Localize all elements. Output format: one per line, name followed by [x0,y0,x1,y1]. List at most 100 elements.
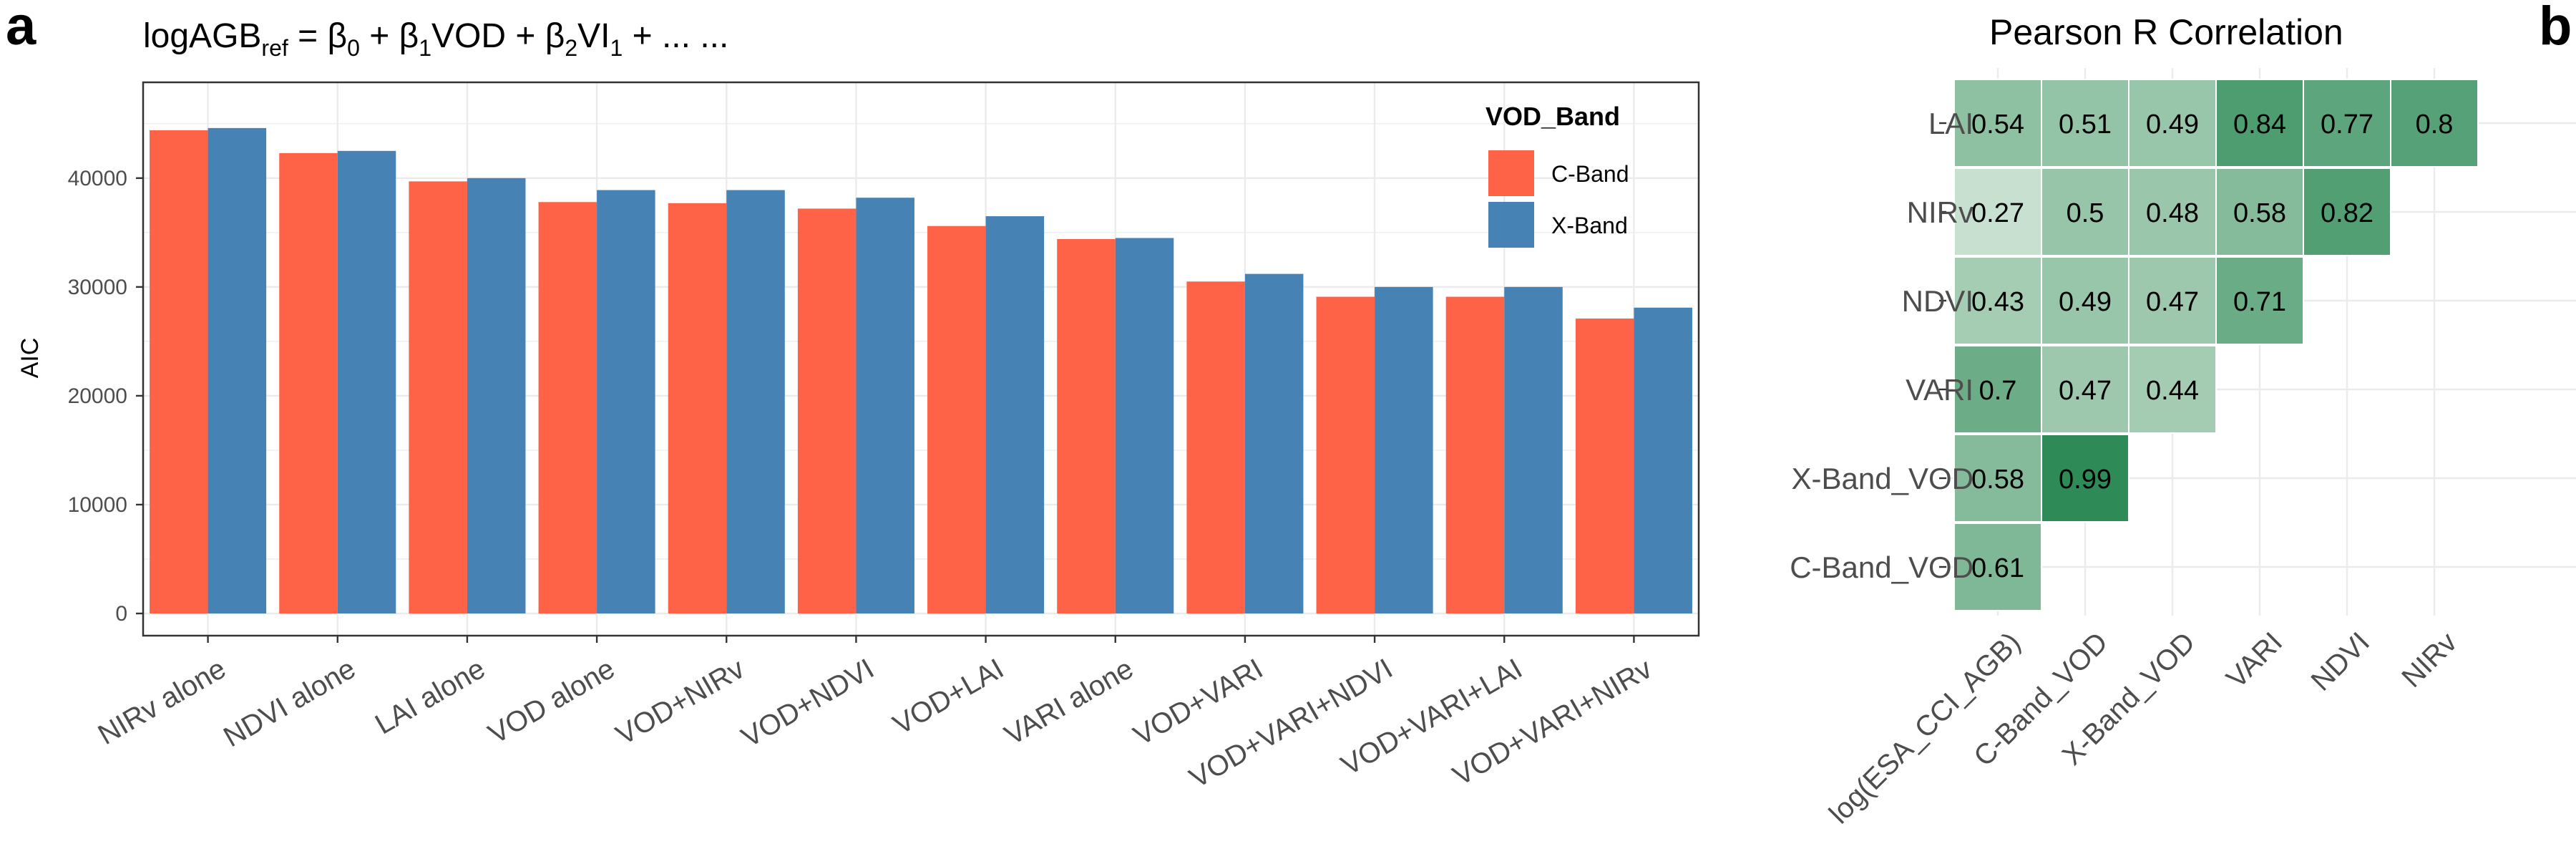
heatmap-cell-nirv-ndvi [2303,168,2391,256]
title-main: logAGB [143,17,261,55]
heatmap-value-label: 0.61 [1971,553,2024,583]
heatmap-y-tick-label: LAI [1928,107,1974,140]
bar-x-band-vari-alone [1115,238,1174,613]
bar-x-band-vod-ndvi [856,198,914,614]
heatmap-cell-nirv-x-band-vod [2128,168,2217,256]
bar-x-band-vod-vari-ndvi [1375,286,1433,613]
bar-x-band-nirv-alone [208,127,267,613]
title-part3: VOD + β [431,17,565,55]
bar-c-band-vod-lai [927,225,986,613]
heatmap-value-label: 0.48 [2146,198,2199,228]
legend-key-c-band [1488,150,1534,196]
bar-x-band-vod-lai [985,216,1045,614]
bar-chart-bars [150,127,1692,614]
heatmap-cell-vari-x-band-vod [2128,345,2217,434]
heatmap-value-label: 0.49 [2059,287,2112,317]
heatmap-cell-nirv-vari [2215,168,2304,256]
bar-c-band-vod-vari-nirv [1575,318,1634,613]
heatmap-value-label: 0.77 [2321,110,2373,140]
heatmap-y-tick-label: NIRv [1907,195,1974,229]
heatmap-value-label: 0.58 [1971,465,2024,495]
y-axis-title: AIC [16,338,44,379]
heatmap-value-label: 0.84 [2233,110,2286,140]
heatmap-value-label: 0.5 [2067,198,2104,228]
y-tick-label: 0 [115,602,127,626]
heatmap-value-label: 0.8 [2416,110,2454,140]
heatmap-cell-lai-x-band-vod [2128,79,2217,168]
heatmap-y-tick-label: X-Band_VOD [1792,462,1974,495]
title-part1: = β [288,17,347,55]
heatmap-value-label: 0.47 [2146,287,2199,317]
x-tick-label: VOD+NDVI [736,653,879,754]
bar-c-band-vod-vari [1186,281,1245,613]
heatmap-cell-nirv-c-band-vod [2041,168,2129,256]
heatmap-value-label: 0.7 [1979,376,2017,406]
title-part4: VI [577,17,610,55]
panel-b-title: Pearson R Correlation [1989,12,2343,52]
y-tick-label: 10000 [68,493,127,517]
heatmap-cell-vari-c-band-vod [2041,345,2129,434]
panel-a-title: logAGBref = β0 + β1VOD + β2VI1 + ... ... [143,17,728,61]
heatmap-value-label: 0.47 [2059,376,2112,406]
bar-x-band-vod-nirv [726,190,785,613]
heatmap-cell-x-band-vod-log-esa-cci-agb [1953,434,2042,523]
heatmap-value-label: 0.43 [1971,287,2024,317]
bar-chart-panel-border [142,81,1700,637]
title-sub-vi: 1 [610,35,623,61]
x-tick-label: VOD alone [483,653,620,750]
bar-x-band-vod-alone [597,190,655,613]
heatmap-value-label: 0.82 [2321,198,2373,228]
heatmap-cell-vari-log-esa-cci-agb [1953,345,2042,434]
bar-x-band-ndvi-alone [337,150,396,613]
heatmap-value-label: 0.54 [1971,110,2024,140]
heatmap-y-tick-label: C-Band_VOD [1790,550,1974,584]
heatmap-value-label: 0.44 [2146,376,2199,406]
bar-x-band-vod-vari [1244,273,1304,613]
legend-label-c-band: C-Band [1551,161,1629,187]
heatmap-value-labels: 0.54 0.51 0.49 0.84 0.77 0.8 0.27 0.5 0.48 0.58 0.… [1971,110,2453,583]
heatmap-value-label: 0.51 [2059,110,2112,140]
heatmap-cell-lai-ndvi [2303,79,2391,168]
heatmap-value-label: 0.71 [2233,287,2286,317]
title-sub-1: 1 [419,35,431,61]
x-tick-label: VOD+NIRv [610,653,749,752]
title-part5: + ... ... [623,17,728,55]
heatmap-cell-c-band-vod-log-esa-cci-agb [1953,523,2042,611]
y-tick-label: 20000 [68,384,127,408]
bar-c-band-vod-alone [538,202,597,613]
x-tick-label: VOD+LAI [888,653,1009,741]
title-sub-0: 0 [347,35,360,61]
bar-c-band-vod-nirv [668,203,727,613]
heatmap-cell-lai-nirv [2390,79,2479,168]
heatmap-value-label: 0.27 [1971,198,2024,228]
panel-a-label: a [6,0,36,57]
bar-x-band-lai-alone [467,178,526,614]
title-part2: + β [360,17,419,55]
heatmap-cell-lai-log-esa-cci-agb [1953,79,2042,168]
x-tick-label: VARI alone [1000,653,1139,752]
heatmap-cell-lai-vari [2215,79,2304,168]
heatmap-value-label: 0.49 [2146,110,2199,140]
panel-b-label: b [2539,0,2572,57]
heatmap-value-label: 0.99 [2059,465,2112,495]
heatmap-y-axis: LAI NIRv NDVI VARI X-Band_VOD C-Band_VOD [1790,107,1974,584]
legend-title: VOD_Band [1485,102,1620,131]
heatmap-cell-x-band-vod-c-band-vod [2041,434,2129,523]
heatmap-cell-lai-c-band-vod [2041,79,2129,168]
bar-c-band-vari-alone [1057,238,1116,613]
bar-x-band-vod-vari-nirv [1634,307,1692,613]
heatmap-tiles [1953,79,2479,611]
bar-c-band-nirv-alone [150,130,208,614]
bar-c-band-lai-alone [409,181,467,613]
bar-c-band-vod-vari-lai [1445,296,1505,613]
heatmap-cell-ndvi-vari [2215,256,2304,345]
bar-c-band-vod-ndvi [797,208,857,613]
heatmap-value-label: 0.58 [2233,198,2286,228]
heatmap-y-tick-label: NDVI [1902,284,1974,318]
x-tick-label: NDVI alone [218,653,361,753]
bar-chart-y-axis: 0 10000 20000 30000 40000 [68,167,143,626]
legend-label-x-band: X-Band [1551,213,1628,238]
heatmap-x-tick-label: VARI [2220,626,2288,694]
